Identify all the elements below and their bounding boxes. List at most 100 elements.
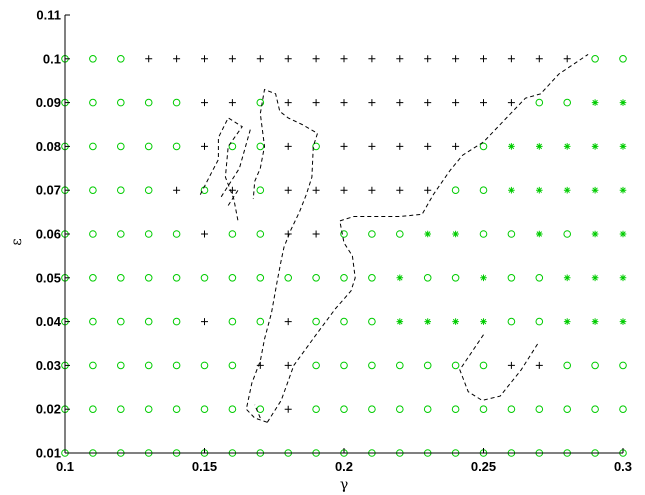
star-marker [536, 143, 543, 150]
circle-marker [451, 361, 460, 370]
circle-marker [619, 405, 627, 414]
circle-marker [256, 186, 265, 194]
plus-marker [368, 186, 376, 194]
plus-marker [201, 318, 208, 326]
plus-marker [507, 99, 515, 107]
circle-marker [228, 230, 237, 238]
circle-marker [340, 361, 348, 370]
star-marker [563, 143, 571, 150]
circle-marker [117, 98, 125, 107]
circle-marker [228, 142, 237, 151]
circle-marker [256, 142, 265, 151]
x-tick-label: 0.1 [56, 459, 74, 474]
plus-marker [340, 99, 348, 107]
circle-marker [368, 274, 376, 282]
circle-marker [144, 405, 153, 414]
plus-marker [424, 142, 432, 150]
star-marker [424, 230, 431, 238]
plus-marker [452, 55, 460, 63]
circle-marker [340, 405, 348, 414]
circle-marker [117, 274, 125, 282]
plus-marker [424, 55, 432, 63]
circle-marker [200, 361, 209, 370]
circle-marker [619, 361, 627, 370]
plus-marker [368, 99, 376, 107]
y-tick-label: 0.04 [36, 314, 62, 329]
plus-marker [424, 186, 432, 194]
plus-marker [424, 99, 432, 107]
circle-marker [172, 142, 181, 151]
x-tick-label: 0.25 [471, 459, 496, 474]
star-marker [591, 318, 599, 325]
star-marker [480, 318, 487, 325]
plus-marker [201, 55, 208, 63]
plus-marker [507, 361, 515, 369]
circle-marker [228, 405, 237, 414]
circle-marker [144, 186, 153, 194]
plus-marker [480, 55, 487, 63]
circle-marker [312, 142, 320, 151]
star-marker [536, 186, 543, 194]
circle-marker [117, 55, 125, 63]
circle-marker [451, 186, 460, 194]
circle-marker [256, 230, 265, 238]
boundary-line [220, 128, 251, 198]
x-axis-label: γ [340, 477, 348, 493]
y-axis-label: ε [9, 238, 25, 245]
circle-marker [144, 361, 153, 370]
circle-marker [563, 98, 572, 107]
x-tick-label: 0.15 [192, 459, 217, 474]
star-marker [396, 318, 404, 325]
circle-marker [396, 405, 404, 414]
circle-marker [89, 142, 97, 151]
star-marker [563, 318, 571, 325]
star-marker [563, 186, 571, 194]
circle-marker [507, 405, 516, 414]
plus-marker [368, 142, 376, 150]
plus-marker [452, 99, 460, 107]
star-marker [424, 318, 431, 325]
star-marker [480, 274, 487, 282]
circle-marker [228, 274, 237, 282]
circle-marker [479, 405, 488, 414]
boundary-line [459, 334, 539, 401]
plus-marker [396, 99, 404, 107]
y-tick-label: 0.08 [36, 139, 61, 154]
circle-marker [563, 405, 572, 414]
y-tick-label: 0.1 [43, 51, 61, 66]
circle-marker [117, 230, 125, 238]
circle-marker [479, 230, 488, 238]
circle-marker [368, 317, 376, 326]
circle-marker [340, 317, 348, 326]
plus-marker [507, 55, 515, 63]
circle-marker [535, 274, 544, 282]
circle-marker [312, 361, 320, 370]
circle-marker [144, 274, 153, 282]
star-marker [591, 230, 599, 238]
plus-marker [284, 142, 292, 150]
x-tick-label: 0.3 [614, 459, 632, 474]
plus-marker [284, 99, 292, 107]
circle-marker [563, 230, 572, 238]
circle-marker [89, 274, 97, 282]
circle-marker [368, 405, 376, 414]
plus-marker [145, 55, 153, 63]
star-marker [452, 230, 459, 238]
plus-marker [535, 361, 543, 369]
boundary-line [254, 404, 261, 419]
plus-marker [340, 142, 348, 150]
circle-marker [451, 274, 460, 282]
circle-marker [396, 361, 404, 370]
star-marker [591, 143, 599, 150]
y-tick-label: 0.09 [36, 95, 61, 110]
circle-marker [396, 230, 404, 238]
axes-layer: 0.01 0.02 0.03 0.04 0.05 0.06 0.07 0.08 0.09 0.1 0… [36, 8, 632, 475]
circle-marker [340, 274, 348, 282]
circle-marker [256, 98, 265, 107]
circle-marker [368, 230, 376, 238]
plus-marker [228, 99, 236, 107]
circle-marker [89, 98, 97, 107]
circle-marker [340, 230, 348, 238]
plus-marker [340, 186, 348, 194]
